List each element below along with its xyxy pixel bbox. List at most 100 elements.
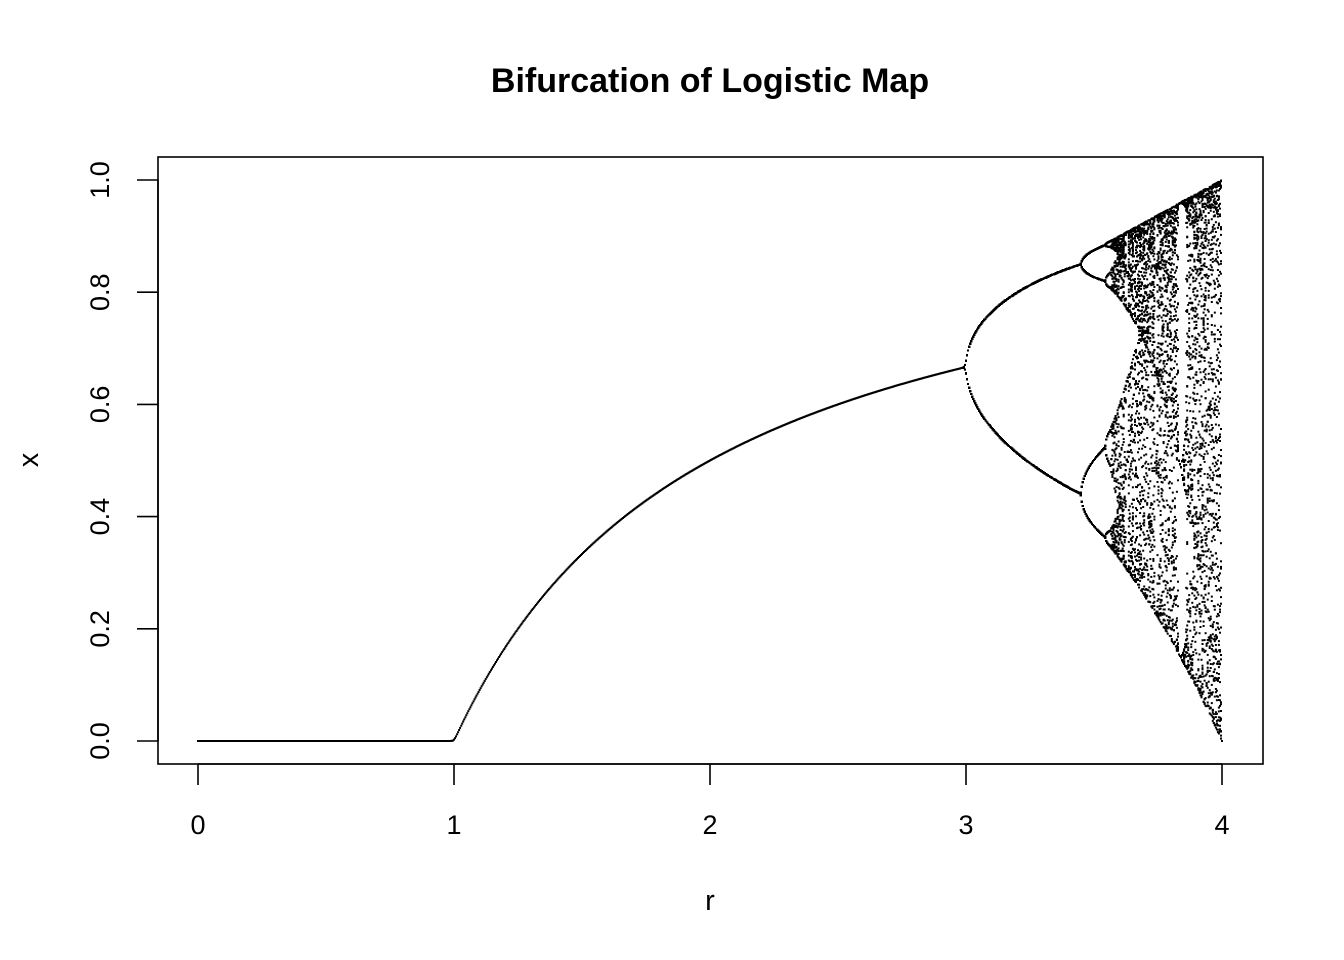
data-point: [512, 634, 515, 637]
data-point: [654, 492, 657, 495]
data-point: [288, 740, 291, 742]
data-point: [612, 524, 615, 527]
data-point: [966, 378, 968, 381]
data-point: [987, 423, 990, 426]
data-point: [472, 700, 475, 703]
data-point: [474, 696, 477, 699]
data-point: [532, 606, 535, 609]
data-point: [502, 649, 505, 652]
data-point: [616, 521, 619, 524]
data-point: [634, 507, 637, 510]
data-point: [533, 605, 536, 608]
data-point: [885, 387, 888, 390]
data-point: [989, 425, 992, 428]
data-point: [778, 425, 781, 428]
data-point: [825, 407, 828, 410]
data-point: [638, 504, 641, 507]
data-point: [524, 617, 527, 620]
data-point: [232, 740, 235, 742]
data-point: [983, 417, 986, 420]
data-point: [996, 433, 999, 436]
data-point: [982, 320, 985, 322]
data-point: [603, 532, 606, 535]
data-point: [301, 740, 304, 742]
data-point: [527, 613, 530, 616]
data-point: [573, 560, 576, 563]
data-point: [211, 740, 214, 742]
data-point: [1043, 277, 1046, 279]
data-point: [978, 409, 981, 412]
data-point: [479, 687, 482, 690]
data-point: [456, 733, 459, 736]
data-point: [968, 386, 971, 389]
data-point: [554, 580, 557, 583]
data-point: [976, 328, 979, 331]
data-point: [876, 390, 879, 393]
data-point: [459, 726, 462, 729]
data-point: [968, 345, 971, 348]
data-point: [587, 547, 590, 550]
data-point: [963, 365, 965, 368]
data-point: [279, 740, 282, 742]
data-point: [650, 495, 653, 498]
data-point: [740, 443, 743, 446]
data-point: [309, 740, 312, 742]
data-point: [501, 651, 504, 654]
data-point: [1004, 299, 1007, 302]
data-point: [994, 431, 997, 434]
data-point: [898, 383, 901, 386]
data-point: [974, 331, 977, 334]
data-point: [839, 402, 841, 405]
data-point: [591, 543, 594, 546]
data-point: [500, 652, 503, 655]
data-point: [360, 740, 363, 742]
data-point: [963, 367, 965, 370]
data-point: [851, 398, 854, 401]
data-point: [715, 456, 718, 459]
data-point: [327, 740, 329, 742]
data-point: [964, 364, 966, 366]
data-point: [407, 740, 410, 742]
data-point: [465, 714, 468, 717]
data-point: [577, 556, 580, 558]
data-point: [463, 718, 466, 721]
data-point: [629, 511, 632, 514]
data-point: [503, 648, 506, 651]
data-point: [469, 706, 472, 709]
data-point: [646, 498, 649, 501]
data-point: [625, 514, 627, 517]
data-point: [972, 335, 975, 338]
data-point: [1013, 293, 1016, 296]
data-point: [693, 468, 696, 471]
data-point: [534, 604, 537, 606]
data-point: [509, 638, 512, 641]
data-point: [262, 740, 265, 742]
data-point: [987, 314, 990, 317]
data-point: [470, 704, 473, 707]
data-point: [445, 740, 448, 742]
data-point: [531, 607, 534, 610]
data-point: [478, 689, 481, 691]
data-point: [988, 424, 991, 427]
data-point: [957, 367, 960, 370]
data-point: [541, 596, 544, 599]
data-point: [753, 437, 755, 440]
data-point: [292, 740, 295, 742]
data-point: [680, 476, 683, 479]
data-point: [1009, 446, 1011, 448]
data-point: [997, 435, 1000, 437]
data-point: [539, 598, 541, 601]
data-point: [556, 578, 559, 581]
data-point: [985, 420, 988, 423]
data-point: [550, 585, 553, 588]
data-point: [199, 740, 201, 742]
data-point: [881, 389, 883, 391]
data-point: [906, 381, 909, 384]
data-point: [546, 590, 549, 593]
data-point: [855, 397, 858, 400]
data-point: [711, 458, 713, 461]
data-point: [965, 359, 967, 362]
data-point: [990, 427, 993, 429]
data-point: [796, 418, 798, 421]
